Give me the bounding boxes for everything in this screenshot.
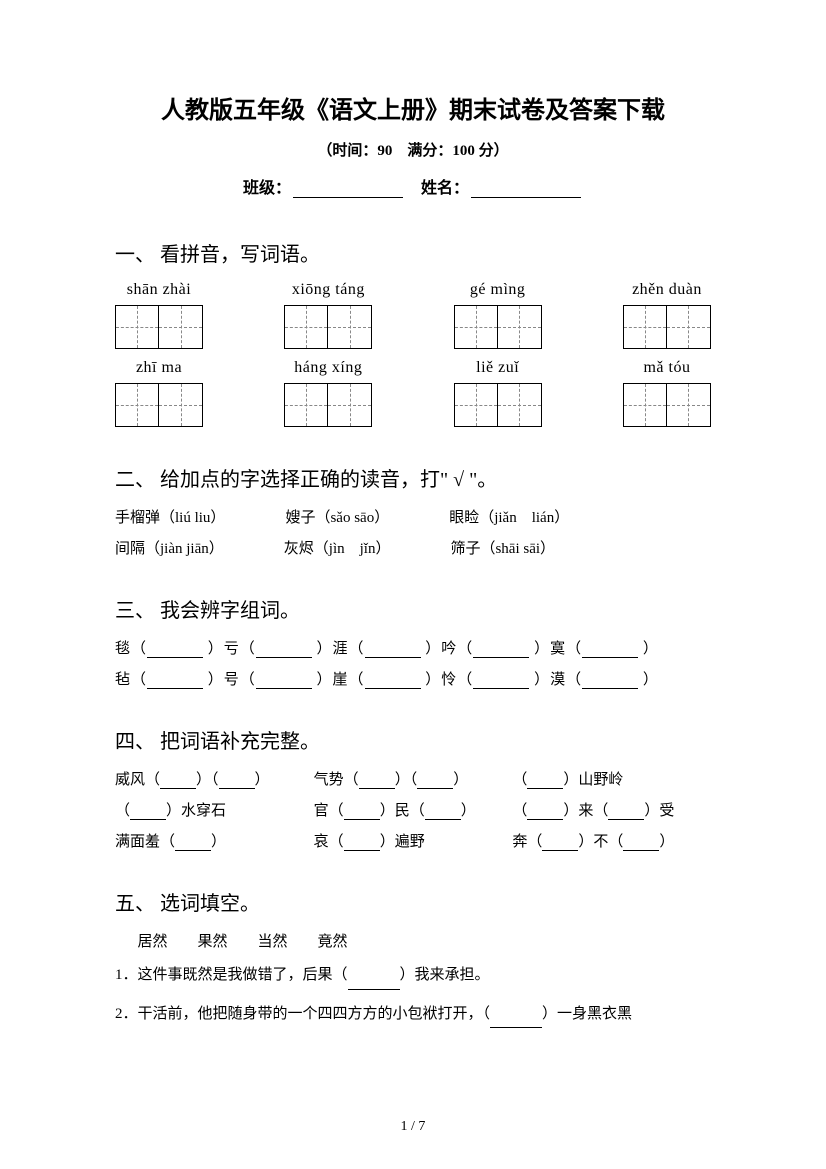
q2-item: 筛子（shāi sāi） bbox=[450, 537, 555, 558]
blank[interactable] bbox=[147, 657, 203, 658]
q1-row-2: zhī ma háng xíng liě zuǐ mǎ tóu bbox=[115, 359, 711, 427]
char-box[interactable] bbox=[115, 383, 159, 427]
q4-row-3: 满面羞（） 哀（）遍野 奔（）不（） bbox=[115, 830, 711, 851]
blank[interactable] bbox=[608, 819, 644, 820]
q5-heading: 五、 选词填空。 bbox=[115, 887, 711, 916]
blank[interactable] bbox=[175, 850, 211, 851]
q4-row-1: 威风（）（） 气势（）（） （）山野岭 bbox=[115, 768, 711, 789]
q4-row-2: （）水穿石 官（）民（） （）来（）受 bbox=[115, 799, 711, 820]
blank[interactable] bbox=[344, 850, 380, 851]
q3-heading: 三、 我会辨字组词。 bbox=[115, 594, 711, 623]
char-box[interactable] bbox=[328, 383, 372, 427]
blank[interactable] bbox=[344, 819, 380, 820]
q2-item: 间隔（jiàn jiān） bbox=[115, 537, 224, 558]
char-box[interactable] bbox=[328, 305, 372, 349]
q2-item: 嫂子（sǎo sāo） bbox=[285, 506, 389, 527]
char-box[interactable] bbox=[159, 383, 203, 427]
pinyin-label: zhěn duàn bbox=[632, 281, 702, 299]
pinyin-label: shān zhài bbox=[127, 281, 191, 299]
pinyin-label: gé mìng bbox=[470, 281, 526, 299]
blank[interactable] bbox=[425, 819, 461, 820]
pinyin-label: xiōng táng bbox=[292, 281, 365, 299]
q5-line-2: 2．干活前，他把随身带的一个四四方方的小包袱打开，（）一身黑衣黑 bbox=[115, 1000, 711, 1029]
q2-item: 眼睑（jiǎn lián） bbox=[449, 506, 569, 527]
q4-heading: 四、 把词语补充完整。 bbox=[115, 725, 711, 754]
char-box[interactable] bbox=[454, 305, 498, 349]
char-box[interactable] bbox=[623, 305, 667, 349]
exam-subtitle: （时间：90 满分：100 分） bbox=[115, 139, 711, 160]
char-box[interactable] bbox=[454, 383, 498, 427]
pinyin-label: zhī ma bbox=[136, 359, 182, 377]
blank[interactable] bbox=[365, 657, 421, 658]
char-box[interactable] bbox=[623, 383, 667, 427]
blank[interactable] bbox=[473, 657, 529, 658]
name-label: 姓名： bbox=[421, 180, 469, 197]
blank[interactable] bbox=[582, 688, 638, 689]
pinyin-item: háng xíng bbox=[284, 359, 372, 427]
blank[interactable] bbox=[160, 788, 196, 789]
blank[interactable] bbox=[473, 688, 529, 689]
char-box[interactable] bbox=[498, 305, 542, 349]
pinyin-item: mǎ tóu bbox=[623, 359, 711, 427]
q3-row-2: 毡（ ）号（ ）崖（ ）怜（ ）漠（ ） bbox=[115, 668, 711, 689]
blank[interactable] bbox=[417, 788, 453, 789]
char-box[interactable] bbox=[284, 305, 328, 349]
char-box[interactable] bbox=[667, 305, 711, 349]
q5-choices: 居然 果然 当然 竟然 bbox=[138, 930, 712, 951]
q1-heading: 一、 看拼音，写词语。 bbox=[115, 238, 711, 267]
pinyin-item: xiōng táng bbox=[284, 281, 372, 349]
blank[interactable] bbox=[527, 819, 563, 820]
q2-heading: 二、 给加点的字选择正确的读音，打" √ "。 bbox=[115, 463, 711, 492]
blank[interactable] bbox=[527, 788, 563, 789]
q3-row-1: 毯（ ）亏（ ）涯（ ）吟（ ）寞（ ） bbox=[115, 637, 711, 658]
char-box[interactable] bbox=[159, 305, 203, 349]
pinyin-item: gé mìng bbox=[454, 281, 542, 349]
pinyin-item: zhī ma bbox=[115, 359, 203, 427]
class-label: 班级： bbox=[243, 180, 291, 197]
pinyin-label: háng xíng bbox=[294, 359, 362, 377]
name-blank[interactable] bbox=[471, 197, 581, 198]
blank[interactable] bbox=[348, 989, 400, 990]
char-box[interactable] bbox=[284, 383, 328, 427]
blank[interactable] bbox=[365, 688, 421, 689]
q5-line-1: 1．这件事既然是我做错了，后果（）我来承担。 bbox=[115, 961, 711, 990]
blank[interactable] bbox=[623, 850, 659, 851]
class-blank[interactable] bbox=[293, 197, 403, 198]
char-box[interactable] bbox=[498, 383, 542, 427]
blank[interactable] bbox=[256, 688, 312, 689]
blank[interactable] bbox=[542, 850, 578, 851]
pinyin-item: zhěn duàn bbox=[623, 281, 711, 349]
q2-row-1: 手榴弹（liú liu） 嫂子（sǎo sāo） 眼睑（jiǎn lián） bbox=[115, 506, 711, 527]
blank[interactable] bbox=[147, 688, 203, 689]
blank[interactable] bbox=[359, 788, 395, 789]
q1-row-1: shān zhài xiōng táng gé mìng zhěn duàn bbox=[115, 281, 711, 349]
q2-row-2: 间隔（jiàn jiān） 灰烬（jìn jǐn） 筛子（shāi sāi） bbox=[115, 537, 711, 558]
blank[interactable] bbox=[256, 657, 312, 658]
char-box[interactable] bbox=[115, 305, 159, 349]
char-box[interactable] bbox=[667, 383, 711, 427]
blank[interactable] bbox=[582, 657, 638, 658]
blank[interactable] bbox=[130, 819, 166, 820]
page-title: 人教版五年级《语文上册》期末试卷及答案下载 bbox=[115, 90, 711, 125]
student-info-row: 班级： 姓名： bbox=[115, 174, 711, 198]
pinyin-label: mǎ tóu bbox=[643, 359, 690, 377]
page-number: 1 / 7 bbox=[0, 1119, 826, 1135]
q2-item: 灰烬（jìn jǐn） bbox=[284, 537, 391, 558]
pinyin-label: liě zuǐ bbox=[476, 359, 519, 377]
pinyin-item: liě zuǐ bbox=[454, 359, 542, 427]
q2-item: 手榴弹（liú liu） bbox=[115, 506, 225, 527]
blank[interactable] bbox=[490, 1027, 542, 1028]
pinyin-item: shān zhài bbox=[115, 281, 203, 349]
blank[interactable] bbox=[219, 788, 255, 789]
